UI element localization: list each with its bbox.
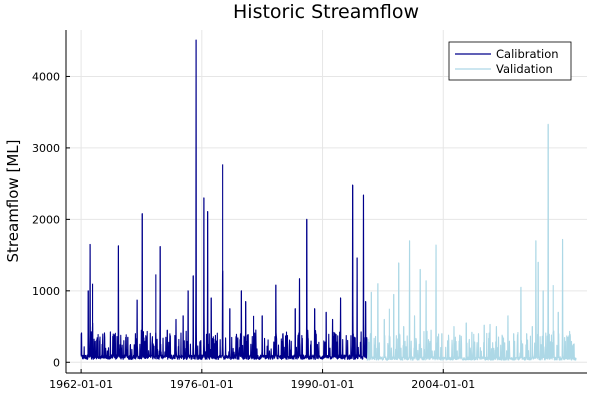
legend: Calibration Validation <box>448 41 572 81</box>
legend-box <box>448 41 572 81</box>
x-tick-label: 1962-01-01 <box>49 378 113 391</box>
series-layer <box>80 39 577 361</box>
axes <box>65 30 587 374</box>
series-line-calibration <box>80 39 368 360</box>
y-tick-label: 0 <box>53 356 60 369</box>
x-tick-label: 2004-01-01 <box>411 378 475 391</box>
chart-title: Historic Streamflow <box>233 1 419 23</box>
grid <box>66 30 587 373</box>
y-tick-label: 1000 <box>32 285 60 298</box>
legend-label-validation: Validation <box>496 62 553 76</box>
x-tick-label: 1976-01-01 <box>170 378 234 391</box>
y-axis-label: Streamflow [ML] <box>4 140 22 263</box>
ticks: 1962-01-01 1976-01-01 1990-01-01 2004-01-01… <box>32 70 475 391</box>
series-line-validation <box>366 123 577 361</box>
y-tick-label: 3000 <box>32 142 60 155</box>
legend-label-calibration: Calibration <box>496 47 559 61</box>
x-tick-label: 1990-01-01 <box>291 378 355 391</box>
y-tick-label: 4000 <box>32 70 60 83</box>
y-tick-label: 2000 <box>32 213 60 226</box>
